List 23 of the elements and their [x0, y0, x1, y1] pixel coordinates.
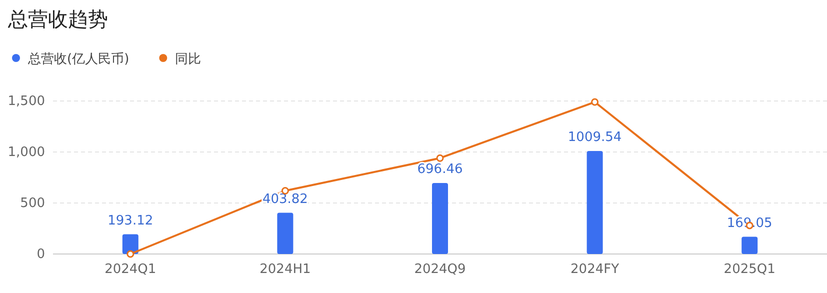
bar	[586, 151, 603, 254]
bar	[742, 236, 758, 254]
y-tick-label: 500	[20, 196, 45, 211]
x-tick-label: 2024Q9	[414, 262, 466, 277]
legend-label: 同比	[175, 52, 202, 67]
data-label: 193.12	[108, 213, 154, 228]
y-tick-label: 0	[36, 247, 45, 262]
x-tick-label: 2024FY	[570, 262, 620, 277]
y-tick-label: 1,000	[8, 145, 45, 160]
point	[436, 154, 444, 162]
data-label: 696.46	[417, 162, 463, 177]
x-tick-label: 2025Q1	[724, 262, 776, 277]
y-tick-label: 1,500	[8, 94, 45, 109]
bar	[277, 212, 294, 254]
x-tick-label: 2024Q1	[104, 262, 156, 277]
legend-label: 总营收(亿人民币)	[27, 52, 130, 67]
chart-title: 总营收趋势	[7, 7, 108, 31]
point	[126, 250, 134, 258]
x-tick-label: 2024H1	[260, 262, 311, 277]
bar	[432, 182, 448, 254]
data-label: 403.82	[262, 192, 308, 207]
data-label: 1009.54	[568, 130, 622, 146]
point	[591, 98, 599, 106]
